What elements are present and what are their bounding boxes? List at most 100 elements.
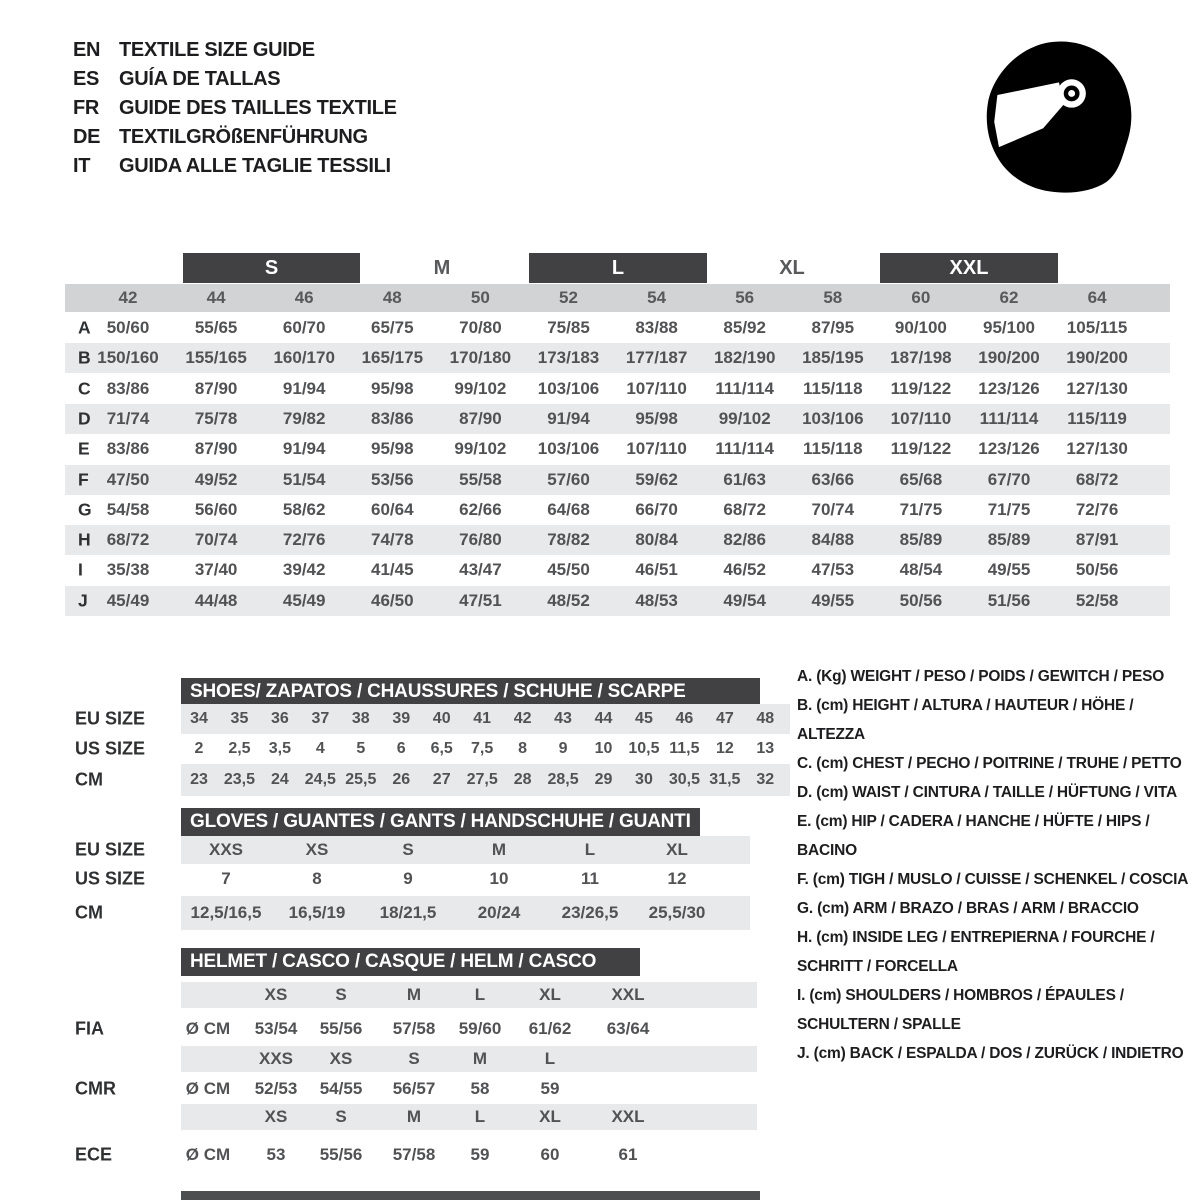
size-cell: 35/38 — [106, 560, 150, 579]
size-cell: 115/119 — [1067, 409, 1127, 428]
row-label: EU SIZE — [75, 839, 146, 860]
size-cell: 44/48 — [194, 591, 238, 610]
helmet-size-header: L — [474, 985, 486, 1004]
shoe-size-cell: 36 — [270, 710, 289, 727]
size-cell: 99/102 — [718, 409, 771, 428]
helmet-size-header: XXS — [258, 1049, 294, 1068]
column-header: 58 — [823, 288, 843, 307]
size-group-l: L — [529, 253, 707, 283]
size-cell: 58/62 — [282, 500, 326, 519]
size-cell: 70/80 — [459, 318, 502, 337]
shoe-size-cell: 3,5 — [268, 740, 292, 757]
helmet-size-header: XL — [539, 1107, 561, 1126]
size-cell: 115/118 — [803, 439, 863, 458]
helmet-ece-sizes-row: XS S M L XL XXL — [0, 1104, 1200, 1130]
shoe-size-cell: 43 — [554, 710, 572, 727]
size-cell: 72/76 — [1075, 500, 1119, 519]
size-cell: 80/84 — [635, 530, 678, 549]
helmet-size-header: XXL — [611, 985, 645, 1004]
language-code: EN — [73, 39, 101, 61]
shoe-size-cell: 10,5 — [628, 740, 660, 757]
glove-size-cell: S — [402, 840, 414, 859]
helmet-size-cell: 56/57 — [392, 1079, 436, 1098]
shoe-size-cell: 7,5 — [471, 740, 494, 757]
size-cell: 123/126 — [978, 439, 1040, 458]
size-group-xxl: XXL — [880, 253, 1058, 283]
size-cell: 56/60 — [194, 500, 238, 519]
glove-size-cell: 20/24 — [477, 903, 521, 922]
size-table-row: C 83/86 87/90 91/94 95/98 99/102 103/106 107/11… — [65, 374, 1170, 404]
size-cell: 83/88 — [635, 318, 678, 337]
shoes-section-title: SHOES/ ZAPATOS / CHAUSSURES / SCHUHE / S… — [181, 678, 760, 706]
glove-size-cell: L — [584, 840, 596, 859]
shoe-size-cell: 30,5 — [668, 771, 700, 788]
size-cell: 55/65 — [194, 318, 238, 337]
legend-item: E. (cm) HIP / CADERA / HANCHE / HÜFTE / … — [797, 813, 1150, 859]
size-cell: 79/82 — [282, 409, 326, 428]
shoe-size-cell: 13 — [756, 740, 775, 757]
legend-item: A. (Kg) WEIGHT / PESO / POIDS / GEWITCH … — [797, 668, 1165, 685]
helmet-size-cell: 54/55 — [319, 1079, 363, 1098]
size-cell: 85/89 — [987, 530, 1031, 549]
language-code: ES — [73, 68, 100, 90]
shoe-size-cell: 28 — [513, 771, 532, 788]
shoe-size-cell: 5 — [356, 740, 366, 757]
size-cell: 45/49 — [282, 591, 326, 610]
gloves-eu-row: EU SIZE XXS XS S M L XL — [0, 836, 1200, 864]
size-cell: 53/56 — [371, 470, 414, 489]
size-cell: 185/195 — [802, 348, 864, 367]
helmet-size-header: XXL — [611, 1107, 645, 1126]
size-cell: 173/183 — [537, 348, 600, 367]
glove-size-cell: XL — [666, 840, 688, 859]
size-cell: 47/50 — [106, 470, 150, 489]
size-cell: 107/110 — [890, 409, 952, 428]
size-cell: 51/54 — [282, 470, 326, 489]
helmet-size-header: XS — [264, 985, 288, 1004]
glove-size-cell: 9 — [403, 869, 413, 888]
size-cell: 103/106 — [537, 379, 600, 398]
size-group-xl: XL — [779, 257, 805, 279]
size-cell: 71/75 — [899, 500, 943, 519]
column-header: 56 — [735, 288, 755, 307]
size-cell: 78/82 — [547, 530, 590, 549]
row-letter: J — [78, 590, 88, 611]
size-cell: 190/200 — [978, 348, 1040, 367]
size-cell: 115/118 — [803, 379, 863, 398]
row-label: FIA — [75, 1018, 104, 1039]
size-cell: 91/94 — [547, 409, 590, 428]
shoe-size-cell: 23 — [190, 771, 208, 788]
glove-size-cell: 8 — [312, 869, 322, 888]
size-cell: 107/110 — [626, 439, 687, 458]
row-label: US SIZE — [75, 738, 146, 759]
shoe-size-cell: 31,5 — [709, 771, 741, 788]
helmet-size-header: S — [335, 1107, 347, 1126]
size-cell: 57/60 — [547, 470, 590, 489]
size-cell: 105/115 — [1066, 318, 1128, 337]
size-cell: 87/90 — [194, 379, 238, 398]
column-header: 44 — [206, 288, 226, 307]
glove-size-cell: 7 — [221, 869, 231, 888]
size-group-m: M — [433, 257, 451, 279]
size-cell: 84/88 — [811, 530, 855, 549]
size-cell: 61/63 — [723, 470, 766, 489]
size-cell: 95/98 — [371, 379, 414, 398]
shoe-size-cell: 2 — [194, 740, 204, 757]
size-cell: 47/51 — [459, 591, 502, 610]
language-code: DE — [73, 126, 101, 148]
size-cell: 99/102 — [454, 379, 507, 398]
glove-size-cell: XS — [305, 840, 329, 859]
size-cell: 72/76 — [282, 530, 326, 549]
helmet-size-cell: 59 — [540, 1079, 560, 1098]
measurement-legend: A. (Kg) WEIGHT / PESO / POIDS / GEWITCH … — [797, 662, 1199, 1068]
size-cell: 87/90 — [194, 439, 238, 458]
helmet-size-cell: 52/53 — [254, 1079, 298, 1098]
size-cell: 68/72 — [1075, 470, 1119, 489]
size-cell: 74/78 — [371, 530, 414, 549]
row-label: EU SIZE — [75, 708, 146, 729]
shoe-size-cell: 23,5 — [223, 771, 256, 788]
row-letter: A — [78, 317, 91, 338]
size-group-s: S — [183, 253, 360, 283]
size-cell: 103/106 — [537, 439, 600, 458]
helmet-size-cell: 58 — [470, 1079, 490, 1098]
size-cell: 85/89 — [899, 530, 943, 549]
